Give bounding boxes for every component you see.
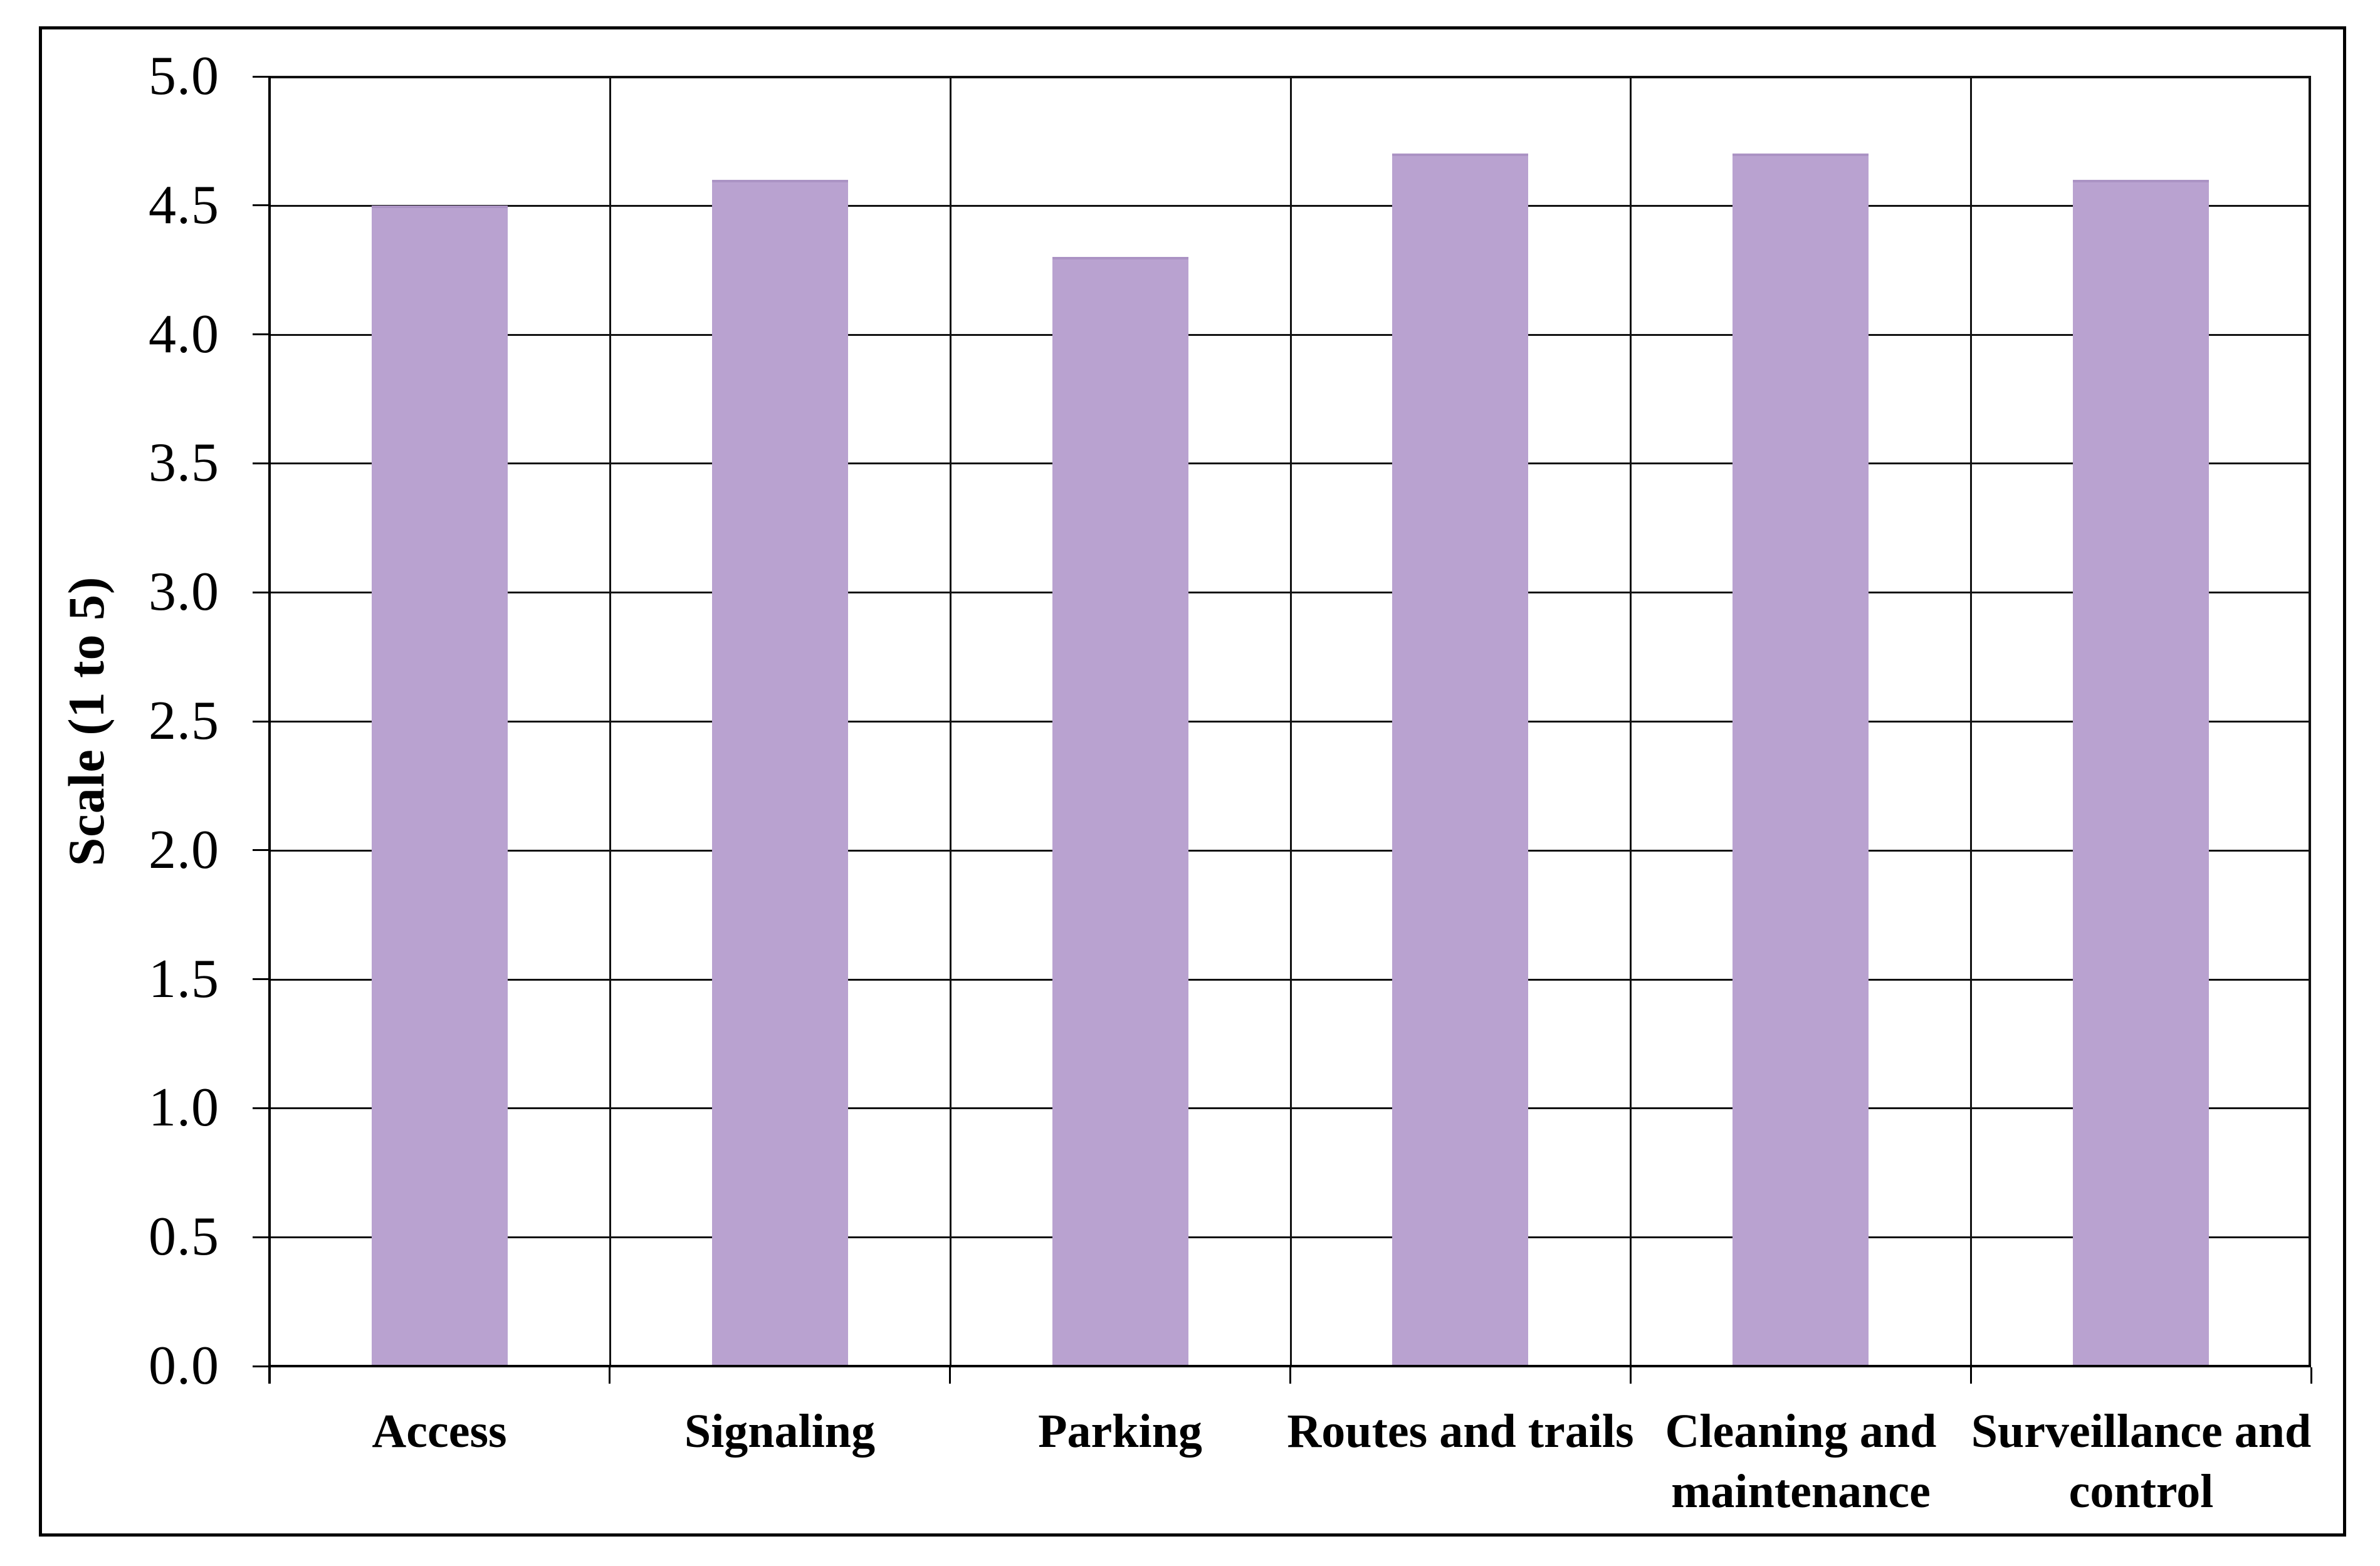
x-tick-mark xyxy=(2310,1367,2312,1384)
y-tick-mark xyxy=(253,849,270,851)
y-tick-label: 1.0 xyxy=(149,1077,219,1138)
y-tick-mark xyxy=(253,592,270,593)
y-tick-mark xyxy=(253,462,270,464)
y-tick-label: 0.5 xyxy=(149,1206,219,1267)
v-gridline xyxy=(1970,76,1972,1366)
plot-area xyxy=(269,76,2311,1367)
y-tick-mark xyxy=(253,333,270,335)
y-tick-mark xyxy=(253,204,270,206)
bar-surveillance-and-control xyxy=(2073,180,2209,1366)
y-tick-label: 2.5 xyxy=(149,691,219,751)
category-label: Surveillance and control xyxy=(1971,1405,2312,1518)
y-tick-label: 2.0 xyxy=(149,820,219,880)
y-tick-label: 1.5 xyxy=(149,949,219,1010)
y-tick-label: 3.5 xyxy=(149,432,219,493)
v-gridline xyxy=(950,76,951,1366)
category-label: Cleaning and maintenance xyxy=(1665,1405,1937,1518)
y-tick-mark xyxy=(253,1107,270,1109)
y-tick-mark xyxy=(253,76,270,78)
v-gridline xyxy=(2309,76,2311,1366)
x-tick-mark xyxy=(609,1367,611,1384)
category-label: Access xyxy=(372,1405,507,1458)
v-gridline xyxy=(1630,76,1632,1366)
y-tick-mark xyxy=(253,978,270,980)
bar-cleaning-and-maintenance xyxy=(1733,154,1869,1366)
bar-signaling xyxy=(712,180,848,1366)
y-tick-mark xyxy=(253,721,270,723)
y-tick-label: 4.5 xyxy=(149,175,219,236)
x-tick-mark xyxy=(949,1367,951,1384)
x-tick-mark xyxy=(1630,1367,1632,1384)
x-tick-mark xyxy=(269,1367,271,1384)
v-gridline xyxy=(1290,76,1292,1366)
y-tick-mark xyxy=(253,1365,270,1367)
category-label: Signaling xyxy=(684,1405,876,1458)
y-tick-label: 0.0 xyxy=(149,1335,219,1396)
y-tick-label: 3.0 xyxy=(149,561,219,622)
y-tick-mark xyxy=(253,1236,270,1238)
category-label: Parking xyxy=(1038,1405,1202,1458)
x-tick-mark xyxy=(1289,1367,1291,1384)
y-tick-label: 4.0 xyxy=(149,304,219,365)
y-tick-label: 5.0 xyxy=(149,46,219,107)
y-axis-line xyxy=(268,76,271,1384)
bar-access xyxy=(372,206,508,1366)
bar-parking xyxy=(1052,257,1188,1366)
bar-routes-and-trails xyxy=(1392,154,1528,1366)
x-axis-line xyxy=(270,1365,2311,1367)
v-gridline xyxy=(609,76,611,1366)
x-tick-mark xyxy=(1970,1367,1972,1384)
category-label: Routes and trails xyxy=(1287,1405,1634,1458)
